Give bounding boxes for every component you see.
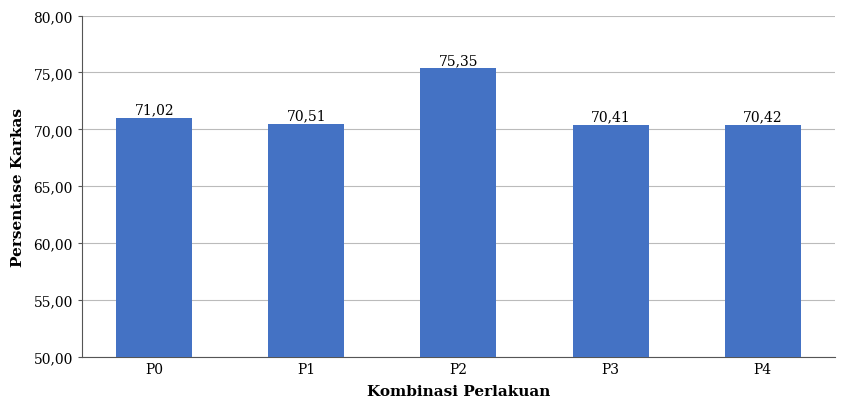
- Bar: [268, 124, 344, 357]
- X-axis label: Kombinasi Perlakuan: Kombinasi Perlakuan: [367, 384, 550, 398]
- Text: 71,02: 71,02: [135, 103, 174, 117]
- Text: 75,35: 75,35: [439, 54, 478, 68]
- Bar: [573, 125, 649, 357]
- Y-axis label: Persentase Karkas: Persentase Karkas: [11, 108, 25, 266]
- Text: 70,51: 70,51: [287, 109, 327, 123]
- Bar: [725, 125, 800, 357]
- Bar: [116, 119, 192, 357]
- Text: 70,42: 70,42: [743, 110, 783, 124]
- Bar: [420, 69, 497, 357]
- Text: 70,41: 70,41: [591, 110, 630, 124]
